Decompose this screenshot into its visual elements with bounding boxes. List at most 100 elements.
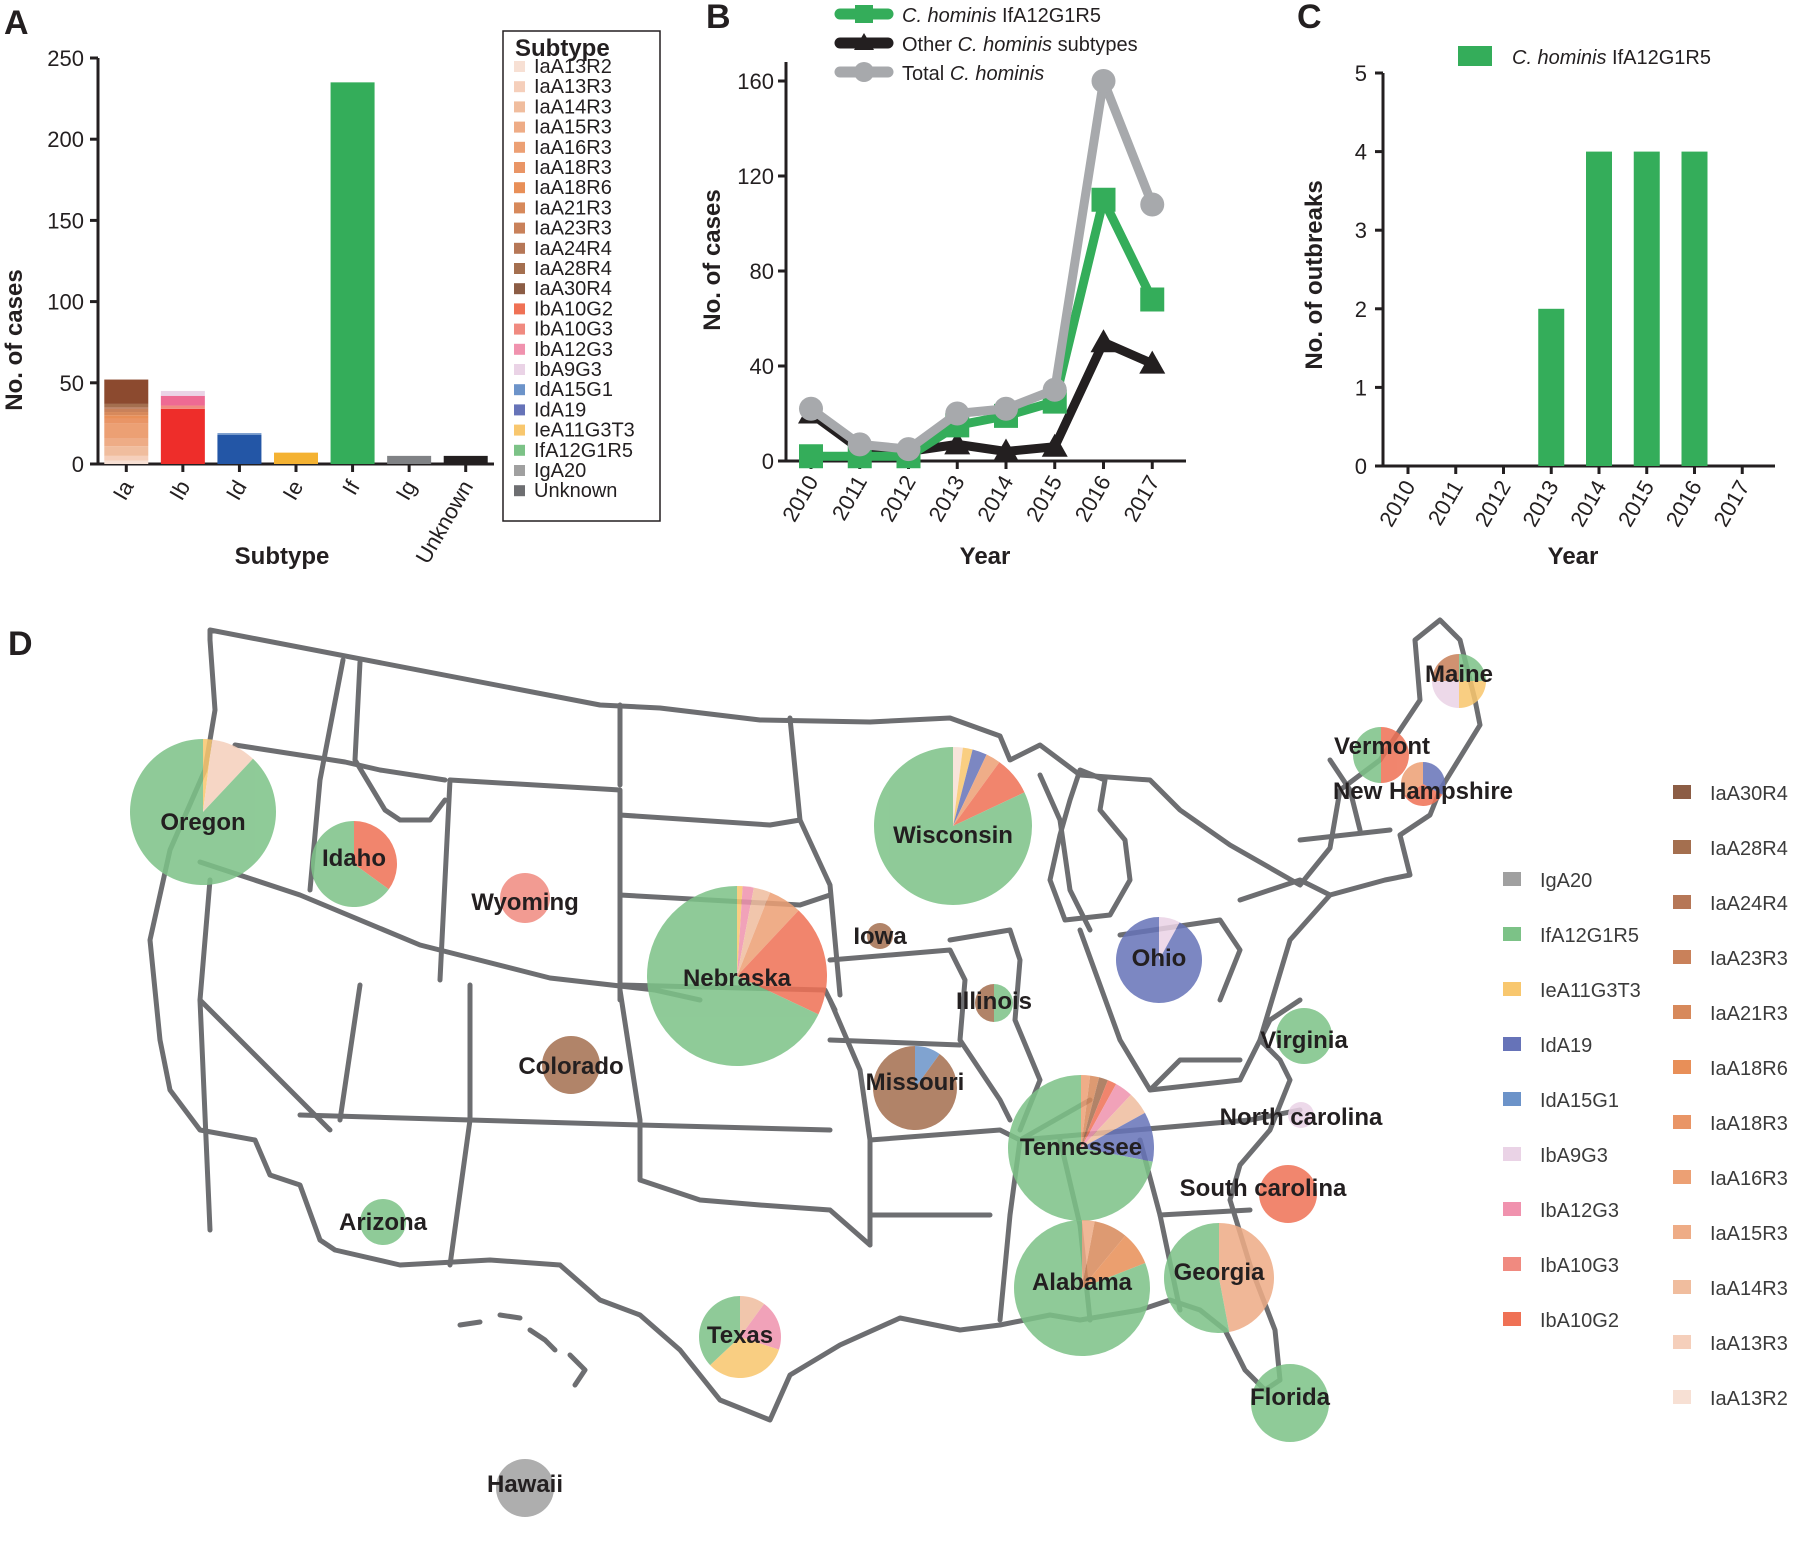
pie-slice-IaA28R4 xyxy=(542,1036,600,1094)
pie-hawaii xyxy=(496,1459,554,1517)
pie-slice-IfA12G1R5 xyxy=(1353,727,1381,783)
panel-c-y-tick-label: 0 xyxy=(1355,454,1367,479)
panel-c-bar-2014 xyxy=(1586,151,1612,466)
panel-a-bar-segment-IaA18R3 xyxy=(104,418,149,424)
panel-a-x-tick-label: Ie xyxy=(277,476,308,504)
panel-a-legend-label: IbA12G3 xyxy=(534,339,613,361)
panel-a-legend-swatch-IaA14R3 xyxy=(514,101,525,113)
state-border xyxy=(352,659,448,823)
panel-a-bar-segment-IaA13R2 xyxy=(104,460,149,464)
panel-b-legend: C. hominis IfA12G1R5 Other C. hominis sub… xyxy=(834,5,1138,85)
panel-b-x-tick-label: 2013 xyxy=(923,471,969,526)
map-legend-swatch-IeA11G3T3 xyxy=(1503,982,1521,996)
state-border xyxy=(1147,1057,1243,1093)
map-legend-label: IdA19 xyxy=(1540,1035,1592,1057)
panel-a-bar-segment-IaA28R4 xyxy=(104,403,149,408)
pie-slice-IfA12G1R5 xyxy=(874,747,1032,906)
panel-b-legend-label: C. hominis IfA12G1R5 xyxy=(902,5,1101,27)
panel-a-legend-swatch-IbA10G2 xyxy=(514,303,525,315)
state-border xyxy=(637,1177,873,1248)
pie-slice-IbA9G3 xyxy=(1159,917,1180,960)
panel-a-legend-label: IbA9G3 xyxy=(534,359,602,381)
panel-a-x-tick-label: Ig xyxy=(391,476,422,504)
panel-a-legend-swatch-IaA21R3 xyxy=(514,202,525,214)
panel-b-marker-triangle xyxy=(1139,350,1166,374)
state-label-wyoming: Wyoming xyxy=(471,889,579,916)
pie-slice-IbA10G2 xyxy=(1259,1165,1317,1223)
map-legend-swatch-IdA15G1 xyxy=(1503,1092,1521,1106)
panel-a-y-tick-label: 0 xyxy=(72,452,84,477)
panel-a-x-axis-label: Subtype xyxy=(235,543,330,570)
state-border xyxy=(447,982,473,1268)
map-legend-swatch-IaA28R4 xyxy=(1673,840,1691,854)
panel-a-y-axis-label: No. of cases xyxy=(1,269,28,410)
state-label-tennessee: Tennessee xyxy=(1020,1134,1142,1161)
panel-b-legend-label: Other C. hominis subtypes xyxy=(902,34,1138,56)
state-label-vermont: Vermont xyxy=(1334,733,1430,760)
panel-c-bar-2016 xyxy=(1681,151,1708,466)
map-legend-label: IbA9G3 xyxy=(1540,1145,1608,1167)
pie-slice-IbA10G2 xyxy=(354,821,397,890)
state-border xyxy=(197,877,333,1133)
pie-slice-IbA12G3 xyxy=(737,886,754,976)
map-legend-swatch-IaA16R3 xyxy=(1673,1170,1691,1184)
pie-slice-IbA10G3 xyxy=(500,873,550,923)
panel-b-marker-triangle xyxy=(993,438,1019,462)
pie-slice-IbA12G3 xyxy=(740,1303,781,1350)
panel-a-bars xyxy=(104,82,488,465)
pie-slice-IgA20 xyxy=(496,1459,554,1517)
state-border xyxy=(617,702,803,828)
state-label-iowa: Iowa xyxy=(853,923,907,950)
state-border xyxy=(1037,772,1093,933)
panel-label-b: B xyxy=(706,0,731,36)
panel-a-legend-label: IgA20 xyxy=(534,460,586,482)
panel-a-bar-segment-IbA10G2 xyxy=(160,408,205,464)
state-label-texas: Texas xyxy=(707,1322,773,1349)
panel-a-legend-label: IbA10G3 xyxy=(534,319,613,341)
panel-b-marker-triangle xyxy=(1090,329,1117,353)
pie-texas xyxy=(698,1296,781,1379)
state-border xyxy=(1157,1207,1253,1218)
map-legend-label: IaA23R3 xyxy=(1710,948,1788,970)
panel-b-y-axis-label: No. of cases xyxy=(699,189,726,330)
pie-slice-IaA14R3 xyxy=(1081,1094,1145,1148)
state-label-virginia: Virginia xyxy=(1260,1027,1348,1054)
pie-wisconsin xyxy=(874,747,1032,906)
pie-new-hampshire xyxy=(1401,762,1445,806)
panel-b-marker-triangle xyxy=(1041,433,1068,457)
panel-c-bar-2013 xyxy=(1538,308,1565,466)
state-label-south-carolina: South carolina xyxy=(1180,1175,1347,1202)
michigan-outline xyxy=(1047,767,1133,923)
pie-slice-IeA11G3T3 xyxy=(710,1337,779,1379)
panel-c-x-tick-label: 2012 xyxy=(1470,476,1516,531)
state-label-nebraska: Nebraska xyxy=(683,965,792,992)
panel-b-x-tick-label: 2017 xyxy=(1118,471,1164,526)
panel-b-legend-marker-triangle xyxy=(854,33,874,50)
panel-a-legend-swatch-IgA20 xyxy=(514,465,525,476)
pie-colorado xyxy=(542,1036,600,1094)
panel-a-legend-title: Subtype xyxy=(515,35,610,62)
panel-c-axes: 0 1 2 3 4 5 2010 2011 2012 2013 2014 2015 2016 2017 xyxy=(1355,61,1775,531)
state-label-hawaii: Hawaii xyxy=(487,1471,563,1498)
state-border xyxy=(827,947,1013,1123)
pie-slice-IbA10G2 xyxy=(1404,784,1443,806)
panel-a-bar-segment-IaA24R4 xyxy=(104,407,149,409)
state-border xyxy=(827,1037,963,1048)
map-legend-label: IbA10G2 xyxy=(1540,1310,1619,1332)
state-border xyxy=(1237,877,1333,903)
pie-wyoming xyxy=(500,873,550,923)
pie-slice-IaA21R3 xyxy=(1081,1075,1100,1148)
pie-maine xyxy=(1432,654,1486,708)
pie-slice-IfA12G1R5 xyxy=(310,821,389,908)
map-legend-label: IaA13R2 xyxy=(1710,1388,1788,1410)
map-legend-label: IaA13R3 xyxy=(1710,1333,1788,1355)
pie-slice-IaA28R4 xyxy=(872,1046,957,1130)
panel-a-bar-segment-IaA21R3 xyxy=(104,412,149,416)
pie-missouri xyxy=(872,1046,957,1130)
panel-b-marker-circle xyxy=(945,401,970,426)
panel-a-legend-swatch-IaA18R3 xyxy=(514,162,525,173)
map-legend-swatch-IdA19 xyxy=(1503,1037,1521,1051)
panel-b-line-chart: B C. hominis IfA12G1R5 Other C. hominis s… xyxy=(699,0,1186,570)
panel-a-legend-swatch-IaA18R6 xyxy=(514,182,525,194)
pie-slice-IfA12G1R5 xyxy=(1459,654,1486,681)
